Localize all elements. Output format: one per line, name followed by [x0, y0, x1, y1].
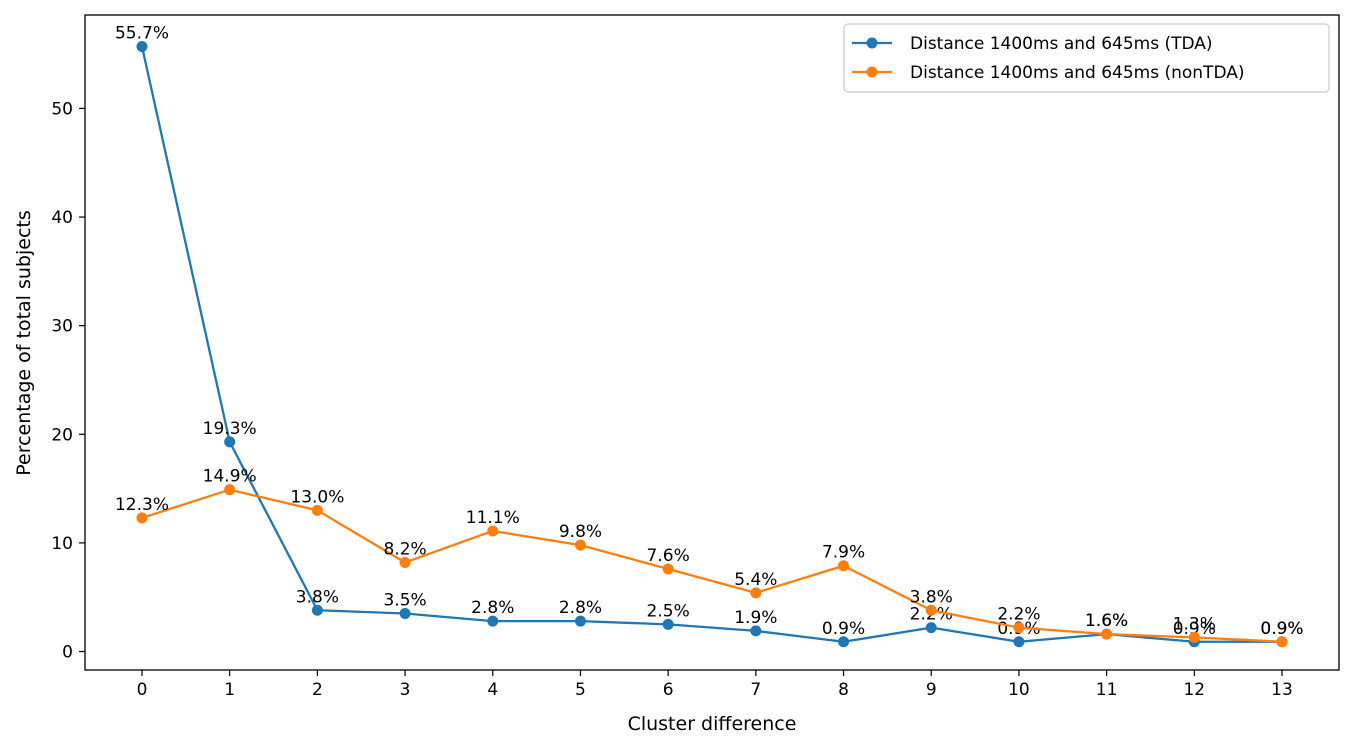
data-label: 0.9% [1260, 619, 1303, 639]
y-tick-label: 40 [51, 208, 73, 228]
x-tick-label: 12 [1183, 680, 1205, 700]
series-2: 12.3% 14.9% 13.0% 8.2% 11.1% 9.8% 7.6% 5.4% 7.9%… [115, 467, 1304, 648]
data-label: 1.9% [734, 608, 777, 628]
data-label: 55.7% [115, 24, 169, 44]
data-label: 2.8% [471, 598, 514, 618]
x-tick-label: 3 [400, 680, 411, 700]
data-label: 0.9% [1173, 619, 1216, 639]
x-tick-label: 10 [1008, 680, 1030, 700]
data-label: 9.8% [559, 522, 602, 542]
x-tick-label: 0 [137, 680, 148, 700]
legend-box [843, 23, 1330, 93]
y-axis: 0 10 20 30 40 50 [51, 99, 85, 663]
data-point [1188, 631, 1200, 643]
legend-item: Distance 1400ms and 645ms (TDA) [852, 34, 1213, 54]
data-label: 3.8% [296, 587, 339, 607]
x-tick-label: 5 [575, 680, 586, 700]
data-label: 5.4% [734, 570, 777, 590]
data-point [224, 484, 236, 496]
data-label: 3.5% [383, 591, 426, 611]
data-point [136, 512, 148, 524]
y-axis-label: Percentage of total subjects [13, 210, 35, 476]
data-point [136, 41, 148, 53]
data-point [662, 618, 674, 630]
data-label: 8.2% [383, 539, 426, 559]
data-point [311, 604, 323, 616]
y-tick-label: 10 [51, 534, 73, 554]
y-tick-label: 50 [51, 99, 73, 119]
data-label: 1.6% [1085, 611, 1128, 631]
data-point [662, 563, 674, 575]
legend-marker [866, 66, 878, 78]
data-label: 7.9% [822, 543, 865, 563]
data-point [838, 560, 850, 572]
x-tick-label: 2 [312, 680, 323, 700]
axes-frame [84, 14, 1340, 671]
x-tick-label: 9 [926, 680, 937, 700]
legend-label: Distance 1400ms and 645ms (TDA) [910, 34, 1213, 54]
data-point [399, 556, 411, 568]
y-tick-label: 0 [62, 643, 73, 663]
data-point [750, 587, 762, 599]
data-point [224, 436, 236, 448]
legend-label: Distance 1400ms and 645ms (nonTDA) [910, 63, 1245, 83]
data-point [1276, 636, 1288, 648]
y-tick-label: 30 [51, 317, 73, 337]
data-label: 2.8% [559, 598, 602, 618]
data-point [574, 615, 586, 627]
data-point [487, 525, 499, 537]
data-label: 11.1% [466, 508, 520, 528]
series-line [140, 46, 1282, 643]
data-label: 1.3% [1173, 614, 1216, 634]
y-tick-label: 20 [51, 425, 73, 445]
data-point [1013, 636, 1025, 648]
x-axis: 0 1 2 3 4 5 6 7 8 9 10 11 12 13 [137, 670, 1293, 700]
data-point [925, 604, 937, 616]
data-label: 2.5% [647, 601, 690, 621]
x-tick-label: 4 [487, 680, 498, 700]
data-point [399, 608, 411, 620]
data-label: 0.9% [1260, 619, 1303, 639]
x-tick-label: 1 [224, 680, 235, 700]
data-point [311, 504, 323, 516]
series-line [141, 488, 1283, 643]
data-point [925, 622, 937, 634]
x-tick-label: 6 [663, 680, 674, 700]
x-tick-label: 11 [1096, 680, 1118, 700]
data-point [838, 636, 850, 648]
data-label: 1.6% [1085, 611, 1128, 631]
data-label: 14.9% [203, 467, 257, 487]
x-tick-label: 8 [838, 680, 849, 700]
data-point [574, 539, 586, 551]
legend: Distance 1400ms and 645ms (TDA) Distance … [843, 23, 1330, 93]
data-label: 0.9% [822, 619, 865, 639]
data-point [1101, 628, 1113, 640]
data-point [750, 625, 762, 637]
x-tick-label: 13 [1271, 680, 1293, 700]
data-label: 3.8% [910, 587, 953, 607]
data-point [487, 615, 499, 627]
data-label: 13.0% [290, 487, 344, 507]
data-point [1013, 622, 1025, 634]
data-label: 12.3% [115, 495, 169, 515]
data-label: 19.3% [203, 419, 257, 439]
legend-marker [866, 37, 878, 49]
x-tick-label: 7 [750, 680, 761, 700]
chart-marks: 55.7% 19.3% 3.8% 3.5% 2.8% 2.8% 2.5% 1.9% 0.9% 2.… [115, 24, 1304, 648]
legend-item: Distance 1400ms and 645ms (nonTDA) [852, 63, 1245, 83]
x-axis-label: Cluster difference [628, 713, 797, 735]
data-label: 2.2% [997, 605, 1040, 625]
data-label: 7.6% [647, 546, 690, 566]
